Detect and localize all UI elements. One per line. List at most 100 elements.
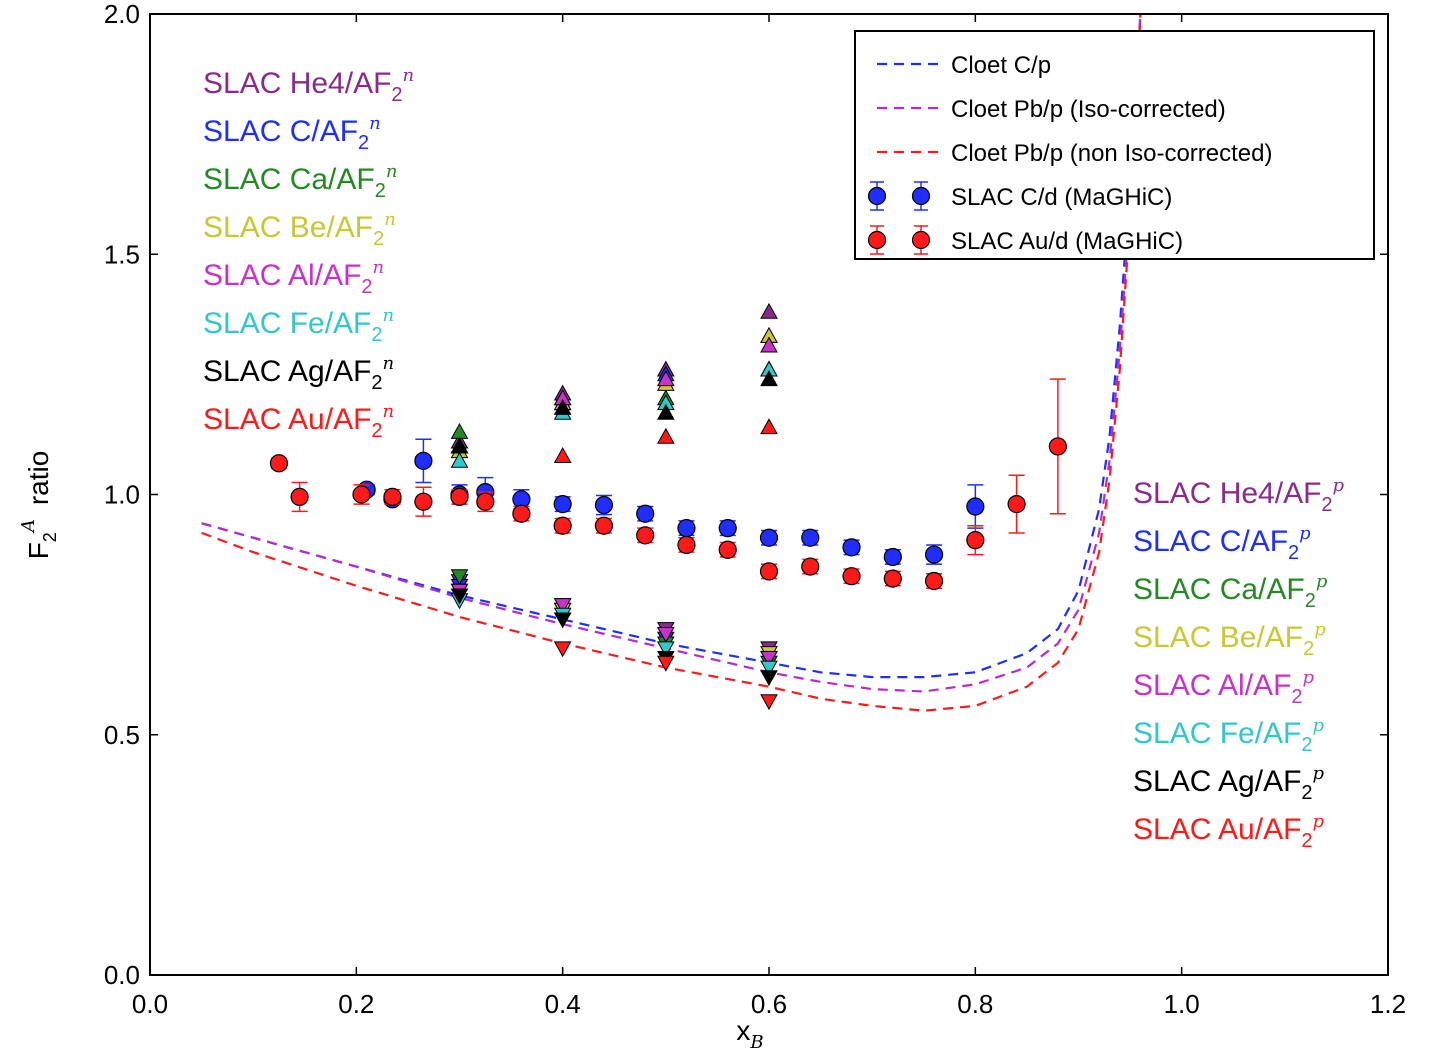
series-slac-au-af2n [553, 418, 778, 463]
data-point [636, 526, 655, 545]
y-axis-title: F2Aratio [18, 451, 60, 560]
x-tick-label: 0.2 [338, 989, 374, 1019]
data-point [553, 516, 572, 535]
series-slac-c-af2p [450, 578, 778, 667]
series-slac-be-af2n [450, 326, 778, 459]
x-tick-label: 0.0 [132, 989, 168, 1019]
data-point [290, 487, 309, 507]
legend: Cloet C/p Cloet Pb/p (Iso-corrected) Cloet… [854, 30, 1375, 260]
data-point [760, 302, 778, 319]
annotation-label: SLAC He4/AF2n [203, 65, 414, 106]
data-point [924, 571, 944, 591]
data-point [476, 492, 495, 511]
data-point [883, 569, 902, 588]
svg-text:F2Aratio: F2Aratio [18, 451, 60, 560]
x-tick-label: 0.6 [751, 989, 787, 1019]
series-slac-fe-af2n [450, 360, 778, 468]
annotation-label: SLAC Au/AF2n [203, 401, 394, 442]
data-point [677, 535, 696, 555]
data-point [677, 519, 696, 538]
data-point [656, 655, 675, 672]
data-point [553, 612, 572, 629]
data-point [760, 336, 778, 353]
data-point [352, 485, 371, 504]
data-point [759, 528, 779, 547]
model-curves [201, 14, 1142, 712]
annotation-label: SLAC Ca/AF2n [203, 161, 397, 202]
data-point [801, 528, 820, 547]
data-point [553, 447, 572, 463]
data-point [966, 531, 985, 550]
data-point [553, 398, 572, 415]
legend-label: Cloet Pb/p (Iso-corrected) [951, 96, 1226, 123]
legend-box [854, 30, 1375, 260]
legend-marker [867, 230, 887, 250]
data-point [656, 626, 675, 643]
data-point [760, 370, 778, 387]
data-point [718, 540, 737, 559]
data-point [883, 547, 902, 567]
legend-marker [911, 230, 931, 250]
annotation-label: SLAC C/AF2p [1133, 523, 1311, 564]
data-point [656, 641, 675, 658]
x-tick-label: 1.2 [1370, 989, 1406, 1019]
annotation-label: SLAC Ag/AF2p [1133, 763, 1325, 804]
legend-label: Cloet C/p [951, 52, 1051, 79]
y-tick-label: 0.5 [104, 720, 140, 750]
data-point [636, 504, 655, 523]
series-slac-al-af2n [450, 336, 778, 454]
data-point [760, 660, 778, 677]
curve-1 [201, 14, 1142, 693]
data-point [1048, 437, 1067, 456]
annotation-label: SLAC C/AF2n [203, 113, 381, 154]
data-point [656, 370, 675, 387]
annotation-label: SLAC He4/AF2p [1133, 475, 1345, 516]
data-point [383, 487, 402, 507]
series-slac-c-af2n [450, 326, 778, 454]
data-point [450, 451, 469, 468]
series-slac-be-af2p [450, 583, 778, 663]
data-point [450, 487, 469, 507]
x-axis-title: xB [736, 1015, 763, 1053]
annotation-label: SLAC Fe/AF2n [203, 305, 394, 346]
y-tick-label: 1.0 [104, 480, 140, 510]
data-point [512, 504, 531, 523]
annotations-neutron: SLAC He4/AF2n SLAC C/AF2n SLAC Ca/AF2n SLAC… [203, 65, 414, 442]
data-point [801, 557, 820, 576]
axis-ticks: 0.0 0.2 0.4 0.6 0.8 1.0 1.2 0.0 0.5 1.0 1.5 2.0 [104, 0, 1406, 1019]
data-point [760, 650, 778, 667]
series-slac-ca-af2n [450, 360, 778, 439]
x-tick-label: 1.0 [1164, 989, 1200, 1019]
series-slac-he4-af2n [450, 302, 778, 449]
data-point [760, 694, 778, 711]
legend-label: SLAC C/d (MaGHiC) [951, 184, 1172, 211]
data-point [450, 437, 469, 454]
data-point [924, 545, 944, 564]
series-slac-c-d-maghic- [357, 438, 985, 567]
data-point [269, 454, 289, 473]
data-point [414, 451, 433, 470]
data-points [269, 302, 1067, 711]
data-point [718, 519, 737, 538]
legend-label: SLAC Au/d (MaGHiC) [951, 228, 1183, 255]
x-tick-label: 0.8 [957, 989, 993, 1019]
data-point [450, 588, 469, 605]
annotation-label: SLAC Ag/AF2n [203, 353, 394, 394]
data-point [760, 670, 778, 687]
legend-marker [867, 186, 887, 206]
data-point [656, 427, 675, 444]
annotation-label: SLAC Al/AF2p [1133, 667, 1315, 708]
data-point [553, 495, 572, 514]
legend-item: SLAC C/d (MaGHiC) [867, 181, 1172, 211]
data-point [450, 423, 469, 439]
y-tick-label: 1.5 [104, 239, 140, 269]
series-slac-au-af2p [553, 641, 778, 711]
data-point [842, 538, 861, 557]
annotation-label: SLAC Fe/AF2p [1133, 715, 1325, 756]
annotation-label: SLAC Ca/AF2p [1133, 571, 1328, 612]
data-point [450, 569, 469, 586]
y-tick-label: 2.0 [104, 0, 140, 29]
series-slac-he4-af2p [450, 574, 778, 658]
curve-0 [201, 14, 1142, 679]
